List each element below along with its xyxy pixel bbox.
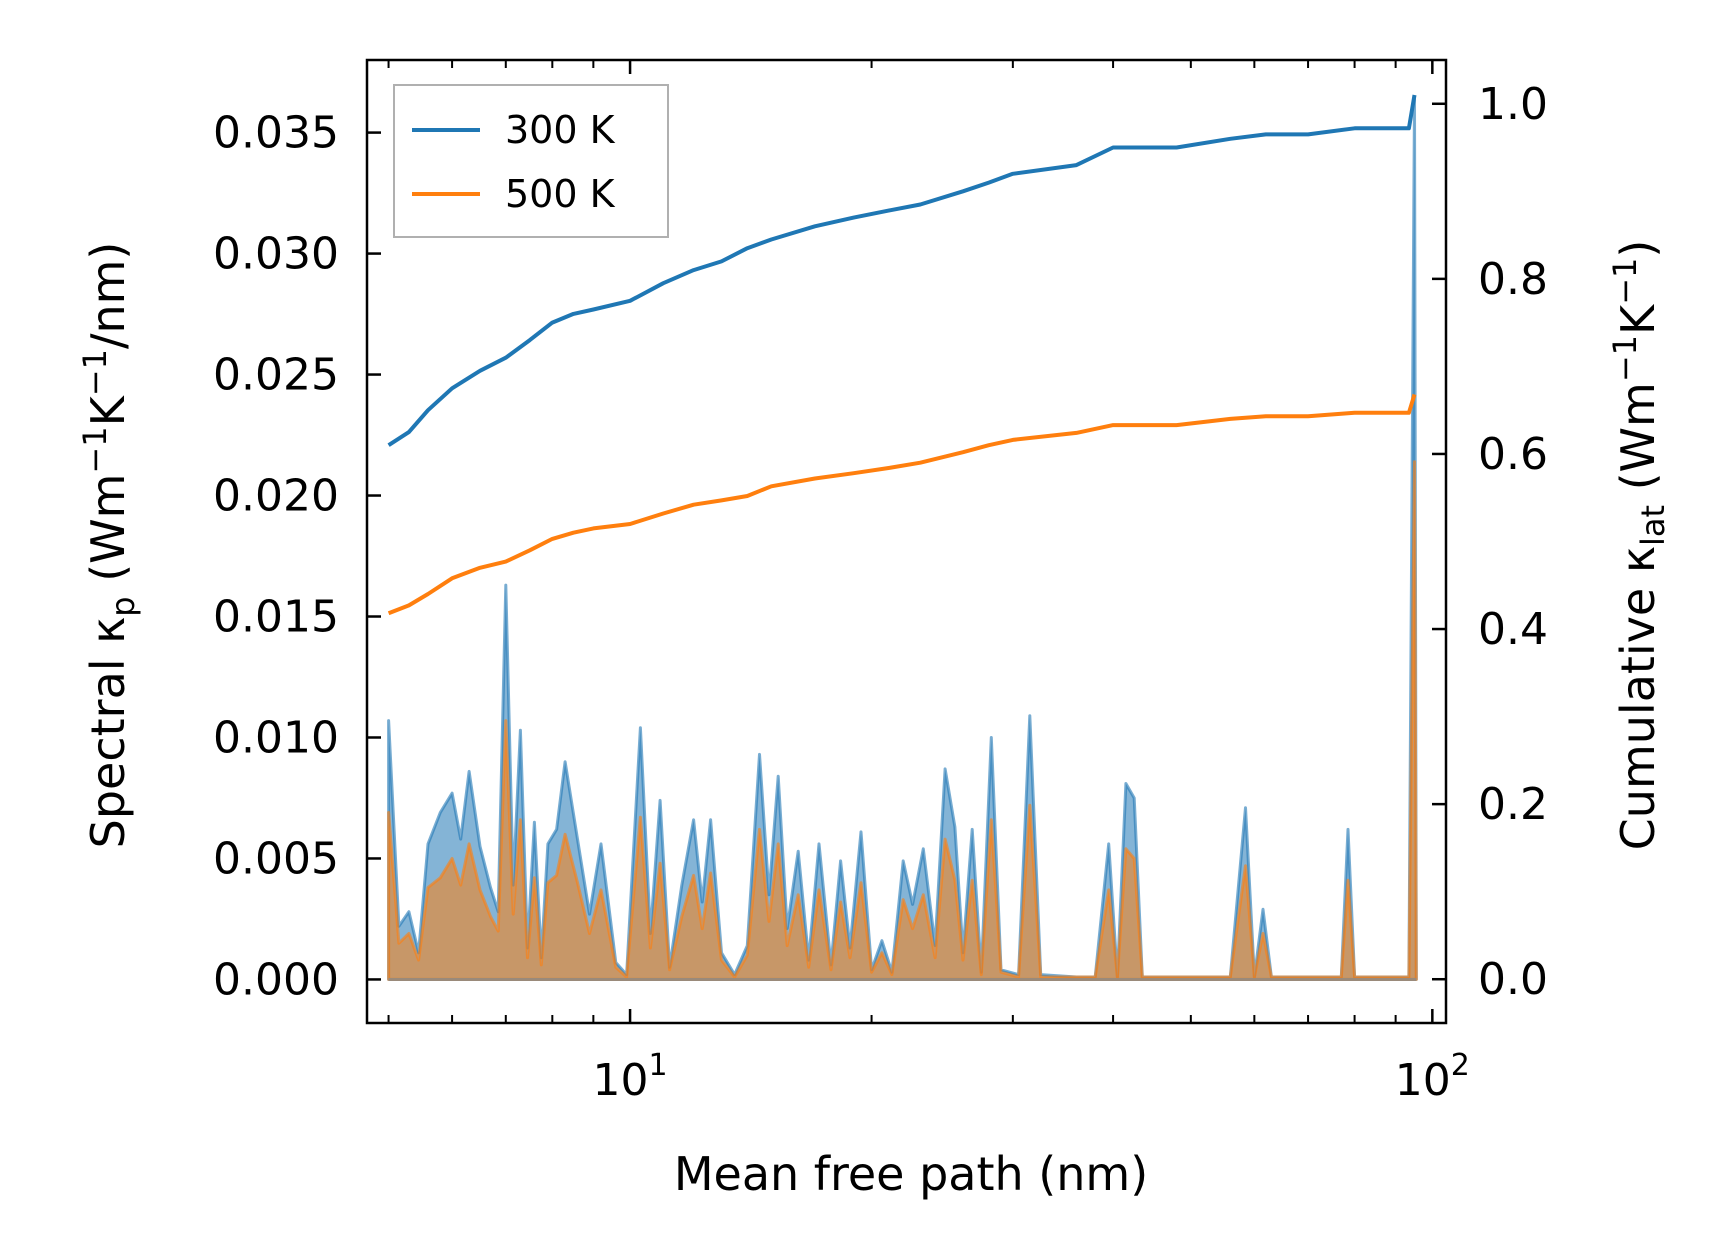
cumulative-line-300-k <box>387 94 1417 447</box>
spectral-area-500-k <box>387 460 1418 981</box>
legend-label: 300 K <box>505 108 616 152</box>
x-tick-label: 102 <box>1395 1048 1470 1106</box>
plot-frame <box>365 58 1448 1025</box>
y-left-tick-label: 0.020 <box>213 471 339 522</box>
legend-box <box>393 84 669 238</box>
y-axis-left-title: Spectral κp (Wm−1K−1/nm) <box>76 242 142 849</box>
y-axis-right-title: Cumulative κlat (Wm−1K−1) <box>1606 240 1672 851</box>
x-tick-label: 101 <box>593 1048 668 1106</box>
y-left-tick-label: 0.030 <box>213 229 339 280</box>
y-right-tick-label: 0.4 <box>1478 604 1548 655</box>
y-right-tick-label: 0.0 <box>1478 954 1548 1005</box>
x-axis-title: Mean free path (nm) <box>674 1147 1148 1201</box>
y-right-tick-label: 0.2 <box>1478 779 1548 830</box>
cumulative-line-500-k <box>387 393 1417 616</box>
axis-ticks: 0.000 0.005 0.010 0.015 0.020 0.025 0.030 0.035… <box>213 58 1548 1106</box>
y-left-tick-label: 0.025 <box>213 350 339 401</box>
legend: 300 K 500 K <box>393 84 669 238</box>
y-left-tick-label: 0.000 <box>213 954 339 1005</box>
y-right-tick-label: 0.8 <box>1478 254 1548 305</box>
legend-label: 500 K <box>505 172 616 216</box>
y-left-tick-label: 0.035 <box>213 108 339 159</box>
y-left-tick-label: 0.005 <box>213 833 339 884</box>
y-right-tick-label: 1.0 <box>1478 79 1548 130</box>
y-right-tick-label: 0.6 <box>1478 429 1548 480</box>
plot-area <box>387 94 1418 981</box>
y-left-tick-label: 0.010 <box>213 712 339 763</box>
y-left-tick-label: 0.015 <box>213 592 339 643</box>
